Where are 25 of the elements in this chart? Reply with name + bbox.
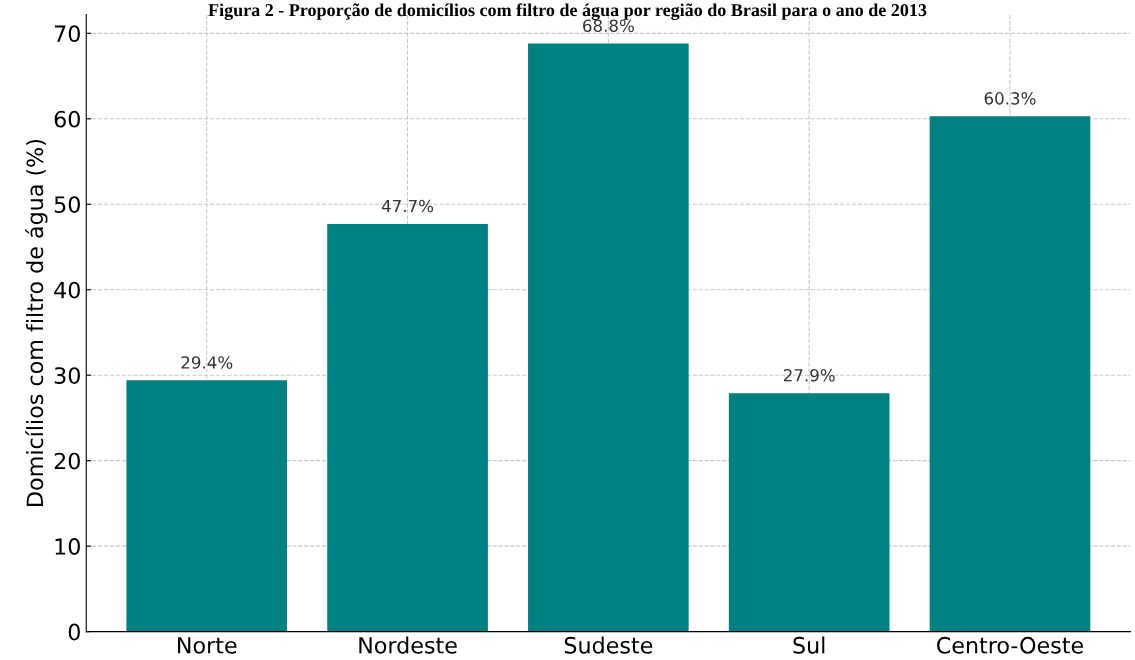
bar <box>728 393 890 632</box>
y-tick-label: 50 <box>54 196 80 214</box>
x-tick-label: Norte <box>178 637 237 654</box>
bar <box>126 380 288 632</box>
y-tick-label: 20 <box>54 452 80 470</box>
x-tick-label: Sudeste <box>564 636 653 654</box>
y-tick-label: 60 <box>54 110 80 128</box>
y-tick-label: 40 <box>54 281 80 299</box>
data-label: 29.4% <box>181 356 233 369</box>
chart-title: Figura 2 - Proporção de domicílios com filtro de água por região do Brasil para o ano de 2013 <box>208 3 927 20</box>
bar <box>528 43 689 632</box>
x-tick-label: Centro-Oeste <box>937 636 1083 654</box>
y-axis-title: Domicílios com filtro de água (%) <box>25 139 48 506</box>
data-label: 47.7% <box>381 199 434 213</box>
data-label: 60.3% <box>984 92 1036 105</box>
y-tick-label: 10 <box>55 538 80 555</box>
data-label: 68.8% <box>583 19 634 33</box>
x-tick-label: Sul <box>793 636 825 654</box>
bar <box>929 116 1091 632</box>
y-tick-label: 0 <box>68 623 80 641</box>
y-tick-label: 30 <box>54 367 80 384</box>
x-tick-label: Nordeste <box>359 636 457 654</box>
data-label: 27.9% <box>783 368 835 382</box>
bar <box>327 223 488 632</box>
y-tick-label: 70 <box>54 25 80 43</box>
